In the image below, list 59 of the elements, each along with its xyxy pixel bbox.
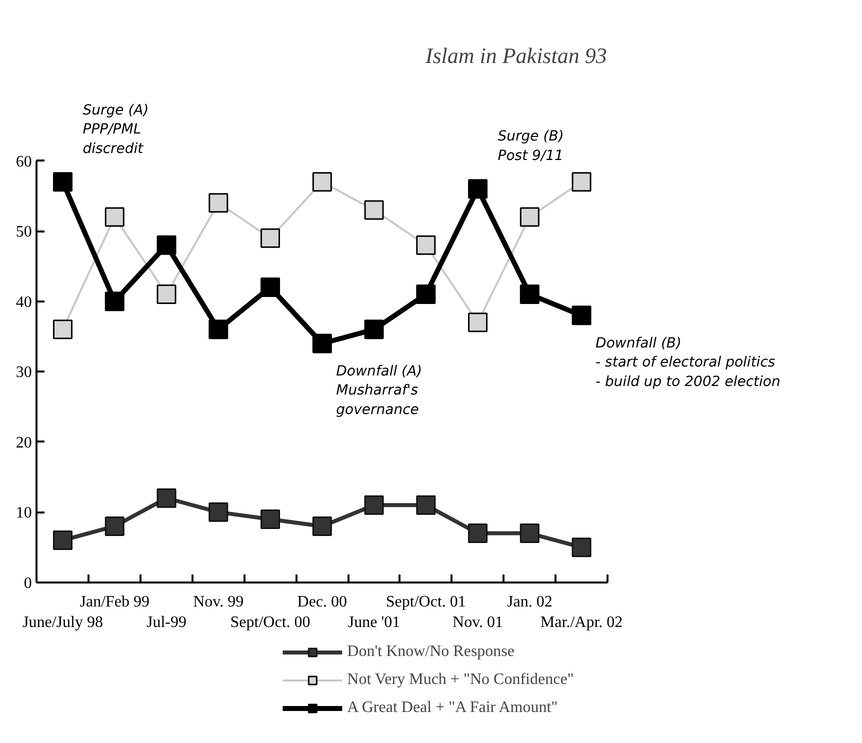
point: [572, 306, 592, 326]
x-tick-label: Nov. 99: [193, 593, 244, 610]
x-tick-label: Jul-99: [146, 614, 187, 631]
point: [208, 193, 228, 213]
point: [156, 488, 176, 508]
x-tick-label: Mar./Apr. 02: [540, 614, 623, 631]
point: [520, 207, 540, 227]
y-tick-label: 50: [16, 224, 32, 241]
y-tick-label: 20: [16, 434, 32, 452]
annotation: Surge (A) PPP/PML discredit: [82, 102, 149, 157]
point: [104, 292, 124, 312]
legend-label: A Great Deal + "A Fair Amount": [347, 699, 558, 717]
x-tick-label: Sept/Oct. 01: [386, 593, 466, 610]
point: [468, 524, 488, 544]
point: [364, 320, 384, 340]
annotation: Downfall (A) Musharraf's governance: [336, 363, 422, 418]
x-tick-label: June '01: [348, 614, 400, 631]
legend-label: Not Very Much + "No Confidence": [347, 671, 574, 689]
point: [416, 284, 436, 304]
point: [104, 207, 124, 227]
point: [208, 320, 228, 340]
point: [468, 312, 488, 332]
point: [156, 235, 176, 255]
point: [520, 284, 540, 304]
point: [416, 495, 436, 515]
point: [520, 524, 540, 544]
point: [53, 320, 73, 340]
y-tick-label: 0: [24, 574, 32, 592]
point: [572, 172, 592, 192]
point: [312, 334, 332, 354]
point: [104, 516, 124, 536]
point: [312, 516, 332, 536]
x-tick-label: Dec. 00: [297, 593, 348, 610]
y-tick-label: 10: [16, 504, 32, 522]
point: [572, 538, 592, 558]
annotation: Downfall (B) - start of electoral politics - build up to 2002 election: [596, 335, 780, 390]
point: [468, 179, 488, 199]
point: [260, 278, 280, 298]
point: [53, 530, 73, 550]
x-tick-label: Sept/Oct. 00: [230, 614, 310, 631]
y-tick-label: 40: [16, 294, 32, 311]
legend-label: Don't Know/No Response: [347, 643, 515, 661]
point: [416, 235, 436, 255]
point: [208, 502, 228, 522]
x-tick-label: Nov. 01: [452, 614, 504, 631]
point: [260, 509, 280, 529]
x-tick-label: Jan/Feb 99: [80, 593, 150, 610]
x-tick-label: June/July 98: [22, 614, 103, 631]
point: [53, 172, 73, 192]
point: [260, 228, 280, 248]
x-tick-label: Jan. 02: [507, 593, 552, 610]
point: [156, 284, 176, 304]
point: [312, 172, 332, 192]
annotation: Surge (B) Post 9/11: [498, 128, 564, 164]
y-tick-label: 60: [16, 153, 32, 170]
point: [364, 495, 384, 515]
point: [364, 200, 384, 220]
text: Islam in Pakistan 93: [424, 42, 607, 68]
y-tick-label: 30: [16, 364, 32, 382]
